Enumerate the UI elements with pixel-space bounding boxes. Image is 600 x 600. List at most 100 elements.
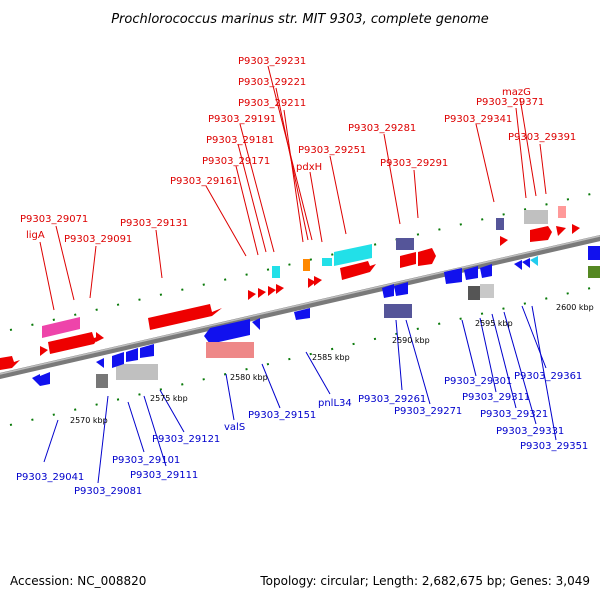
gene-arrow bbox=[276, 284, 284, 294]
gene-arrow bbox=[112, 352, 124, 368]
gene-arrow bbox=[40, 372, 50, 386]
gene-box bbox=[206, 342, 254, 358]
gene-box bbox=[384, 304, 412, 318]
genome-backbone bbox=[0, 235, 600, 379]
gene-arrow bbox=[522, 258, 530, 268]
gene-box bbox=[96, 374, 108, 388]
gene-label: P9303_29181 bbox=[206, 135, 274, 146]
gene-arrow bbox=[382, 284, 394, 298]
gene-arrow bbox=[400, 252, 416, 268]
gene-arrow bbox=[418, 248, 436, 266]
gene-label: P9303_29041 bbox=[16, 472, 84, 483]
gene-label: P9303_29271 bbox=[394, 406, 462, 417]
gene-label: P9303_29151 bbox=[248, 410, 316, 421]
gene-arrow bbox=[308, 278, 316, 288]
scale-tick-label: 2585 kbp bbox=[312, 353, 350, 362]
gene-arrow bbox=[252, 318, 260, 330]
bottom-gene-labels: P9303_29041 P9303_29081 P9303_29101 P930… bbox=[16, 371, 588, 497]
genome-title: Prochlorococcus marinus str. MIT 9303, c… bbox=[111, 12, 489, 27]
gene-arrow bbox=[268, 286, 276, 296]
gene-arrow bbox=[514, 260, 522, 270]
gene-label: P9303_29121 bbox=[152, 434, 220, 445]
gene-label: P9303_29341 bbox=[444, 114, 512, 125]
gene-arrow bbox=[334, 244, 372, 266]
scale-tick-label: 2590 kbp bbox=[392, 336, 430, 345]
gene-box bbox=[468, 286, 480, 300]
gene-label: P9303_29161 bbox=[170, 176, 238, 187]
forward-genes bbox=[0, 206, 580, 370]
gene-box bbox=[303, 259, 310, 271]
gene-label: P9303_29311 bbox=[462, 392, 530, 403]
gene-label: P9303_29171 bbox=[202, 156, 270, 167]
gene-arrow bbox=[148, 304, 222, 330]
gene-box bbox=[496, 218, 504, 230]
gene-arrow bbox=[204, 319, 250, 344]
gene-label: P9303_29111 bbox=[130, 470, 198, 481]
gene-label: ligA bbox=[26, 230, 45, 241]
gene-arrow bbox=[96, 332, 104, 342]
gene-label: P9303_29091 bbox=[64, 234, 132, 245]
gene-arrow bbox=[258, 288, 266, 298]
gene-label: P9303_29211 bbox=[238, 98, 306, 109]
gene-box bbox=[558, 206, 566, 218]
gene-label: P9303_29231 bbox=[238, 56, 306, 67]
gene-label: P9303_29251 bbox=[298, 145, 366, 156]
scale-labels: 2570 kbp 2575 kbp 2580 kbp 2585 kbp 2590… bbox=[70, 303, 594, 425]
bottom-leader-lines bbox=[43, 305, 557, 484]
gene-box bbox=[396, 238, 414, 250]
scale-tick-label: 2600 kbp bbox=[556, 303, 594, 312]
gene-arrow bbox=[294, 308, 310, 320]
gene-arrow bbox=[556, 226, 566, 236]
scale-tick-label: 2595 kbp bbox=[475, 319, 513, 328]
gene-box bbox=[588, 266, 600, 278]
gene-box bbox=[272, 266, 280, 278]
gene-label: P9303_29131 bbox=[120, 218, 188, 229]
gene-arrow bbox=[572, 224, 580, 234]
scale-tick-label: 2570 kbp bbox=[70, 416, 108, 425]
gene-arrow bbox=[0, 356, 20, 370]
gene-box bbox=[524, 210, 548, 224]
gene-label: P9303_29101 bbox=[112, 455, 180, 466]
gene-label: P9303_29301 bbox=[444, 376, 512, 387]
gene-arrow bbox=[126, 348, 138, 362]
gene-arrow bbox=[394, 282, 408, 296]
accession-label: Accession: NC_008820 bbox=[10, 574, 146, 588]
gene-label: P9303_29221 bbox=[238, 77, 306, 88]
gene-arrow bbox=[500, 236, 508, 246]
gene-arrow bbox=[340, 261, 376, 280]
gene-label: P9303_29261 bbox=[358, 394, 426, 405]
gene-label: P9303_29281 bbox=[348, 123, 416, 134]
gene-arrow bbox=[464, 266, 478, 280]
gene-label: P9303_29321 bbox=[480, 409, 548, 420]
gene-box bbox=[322, 258, 332, 266]
gene-box bbox=[480, 284, 494, 298]
gene-label: P9303_29081 bbox=[74, 486, 142, 497]
gene-label: P9303_29191 bbox=[208, 114, 276, 125]
gene-label: pdxH bbox=[296, 162, 322, 173]
gene-arrow bbox=[530, 226, 552, 242]
gene-arrow bbox=[140, 344, 154, 358]
gene-arrow bbox=[444, 268, 462, 284]
gene-label: P9303_29371 bbox=[476, 97, 544, 108]
gene-arrow bbox=[32, 374, 40, 386]
gene-arrow bbox=[40, 346, 48, 356]
topology-label: Topology: circular; Length: 2,682,675 bp… bbox=[259, 574, 590, 588]
gene-label: pnlL34 bbox=[318, 398, 352, 409]
gene-label: P9303_29071 bbox=[20, 214, 88, 225]
gene-label: valS bbox=[224, 422, 245, 433]
gene-arrow bbox=[96, 358, 104, 368]
reverse-genes bbox=[32, 246, 600, 388]
gene-label: mazG bbox=[502, 87, 531, 98]
gene-label: P9303_29391 bbox=[508, 132, 576, 143]
gene-arrow bbox=[248, 290, 256, 300]
gene-box bbox=[116, 364, 158, 380]
top-leader-lines bbox=[39, 65, 547, 311]
top-gene-labels: P9303_29231 P9303_29221 P9303_29211 P930… bbox=[20, 56, 576, 245]
gene-label: P9303_29351 bbox=[520, 441, 588, 452]
gene-box bbox=[588, 246, 600, 260]
gene-label: P9303_29361 bbox=[514, 371, 582, 382]
gene-arrow bbox=[480, 264, 492, 278]
gene-arrow bbox=[314, 276, 322, 286]
gene-label: P9303_29331 bbox=[496, 426, 564, 437]
